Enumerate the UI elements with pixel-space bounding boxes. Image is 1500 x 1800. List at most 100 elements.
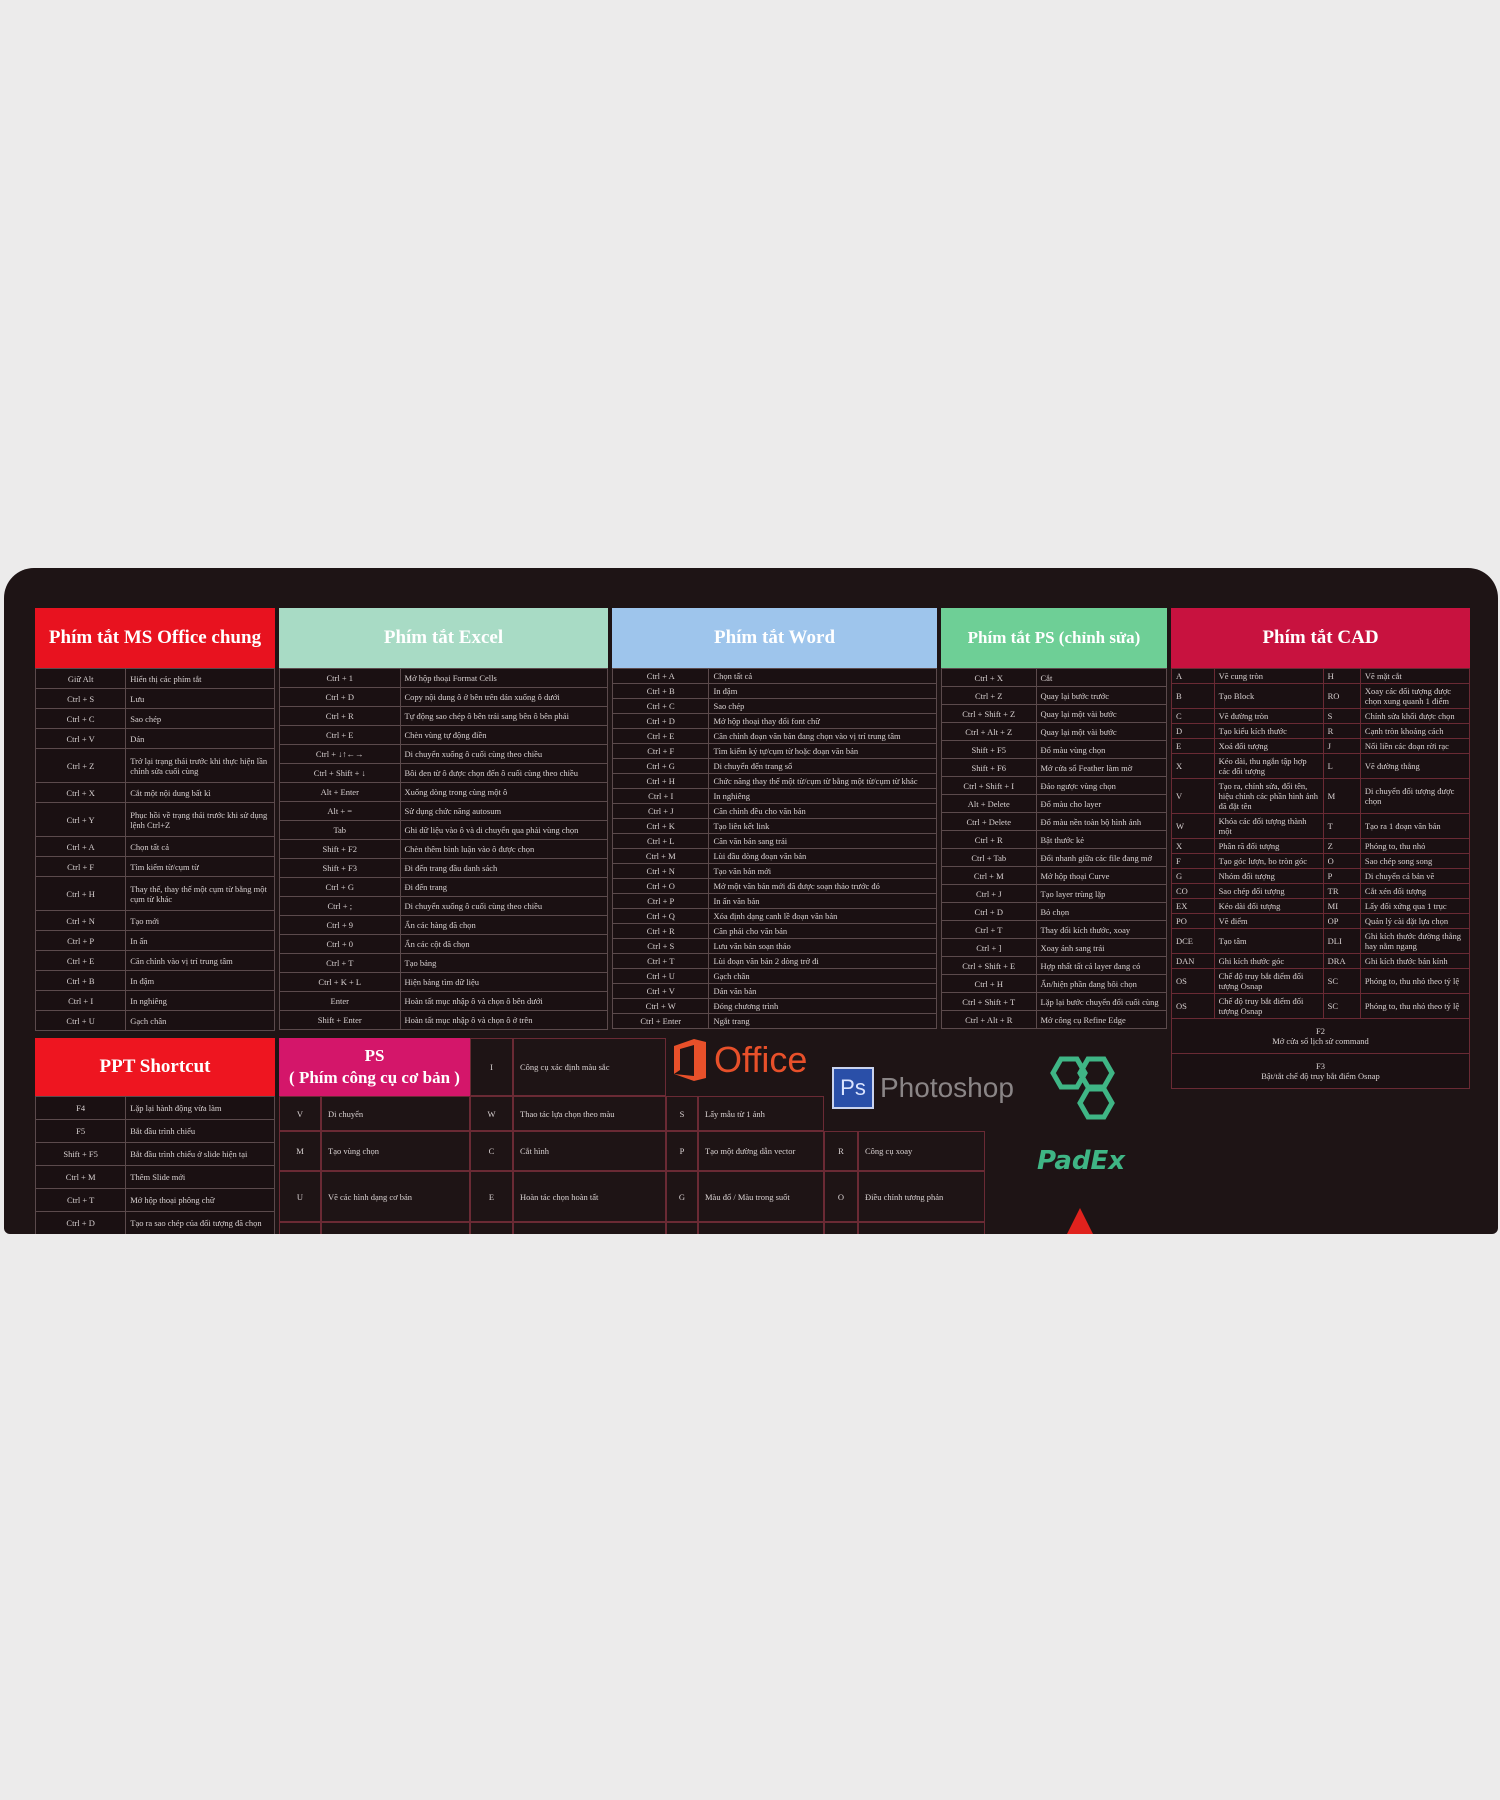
- shortcut-key: Ctrl + T: [941, 920, 1037, 939]
- shortcut-key: Ctrl + L: [611, 833, 710, 849]
- shortcut-description: Đổ màu nền toàn bộ hình ảnh: [1035, 812, 1167, 831]
- shortcut-description: Đảo ngược vùng chọn: [1035, 776, 1167, 795]
- cad-row: G Nhóm đối tượng P Di chuyển cả bản vẽ: [1171, 868, 1471, 884]
- shortcut-key: Ctrl + V: [611, 983, 710, 999]
- shortcut-description: Tạo văn bản mới: [708, 863, 937, 879]
- shortcut-description: Ghi dữ liệu vào ô và di chuyển qua phải …: [399, 820, 609, 840]
- shortcut-description: Lưu: [125, 688, 275, 709]
- cad-description: Di chuyển cả bản vẽ: [1359, 868, 1471, 884]
- shortcut-key: F5: [34, 1119, 127, 1143]
- shortcut-description: Quay lại một vài bước: [1035, 722, 1167, 741]
- ps-tool-key: I: [470, 1038, 513, 1096]
- shortcut-key: Ctrl + ;: [279, 896, 401, 916]
- ps-tool-description: Lấy mẫu từ 1 ảnh: [698, 1096, 824, 1131]
- shortcut-row: Ctrl + Delete Đổ màu nền toàn bộ hình ảnh: [941, 812, 1167, 831]
- shortcut-key: Ctrl + B: [34, 970, 127, 991]
- ppt-header: PPT Shortcut: [35, 1038, 275, 1096]
- shortcut-key: F4: [34, 1096, 127, 1120]
- shortcut-row: Ctrl + G Đi đến trang: [279, 877, 609, 897]
- shortcut-row: Ctrl + Enter Ngắt trang: [611, 1013, 937, 1029]
- shortcut-row: Ctrl + H Ẩn/hiện phần đang bôi chọn: [941, 974, 1167, 993]
- shortcut-description: Dán văn bản: [708, 983, 937, 999]
- cad-row: W Khóa các đối tượng thành một T Tạo ra 1 đ…: [1171, 813, 1471, 839]
- cad-key: SC: [1322, 993, 1361, 1019]
- cad-description: Phóng to, thu nhỏ theo tỷ lệ: [1359, 993, 1471, 1019]
- shortcut-row: Ctrl + 1 Mở hộp thoại Format Cells: [279, 668, 609, 688]
- shortcut-key: Ctrl + R: [941, 830, 1037, 849]
- shortcut-description: Hiện bảng tìm dữ liệu: [399, 972, 609, 992]
- shortcut-row: Ctrl + D Bỏ chọn: [941, 902, 1167, 921]
- shortcut-description: Lưu văn bản soạn thảo: [708, 938, 937, 954]
- cad-description: Vẽ mặt cắt: [1359, 668, 1471, 684]
- shortcut-key: Shift + F2: [279, 839, 401, 859]
- ms-office-table: Giữ Alt Hiển thị các phím tắt Ctrl + S Lưu C…: [34, 668, 275, 1031]
- shortcut-row: Ctrl + Shift + T Lặp lại bước chuyển đổi …: [941, 992, 1167, 1011]
- shortcut-description: In đậm: [125, 970, 275, 991]
- shortcut-description: Ẩn các hàng đã chọn: [399, 915, 609, 935]
- shortcut-key: Ctrl + T: [34, 1188, 127, 1212]
- shortcut-row: Ctrl + P In ấn: [34, 930, 275, 951]
- empty-cell: [698, 1222, 824, 1234]
- cad-description: Tạo tâm: [1213, 928, 1324, 954]
- cad-key: D: [1171, 723, 1215, 739]
- shortcut-key: Ctrl + V: [34, 728, 127, 749]
- shortcut-key: Ctrl + R: [279, 706, 401, 726]
- shortcut-description: Căn chỉnh đều cho văn bản: [708, 803, 937, 819]
- ps-tool-key: E: [470, 1171, 513, 1222]
- cad-footer-key: F3: [1316, 1061, 1325, 1071]
- cad-key: V: [1171, 778, 1215, 814]
- cad-key: X: [1171, 753, 1215, 779]
- cad-section: Phím tắt CAD A Vẽ cung tròn H Vẽ mặt cắt B Tạ…: [1171, 608, 1471, 1089]
- cad-row: CO Sao chép đối tượng TR Cắt xén đối tượng: [1171, 883, 1471, 899]
- shortcut-key: Ctrl + P: [611, 893, 710, 909]
- shortcut-description: Hoàn tất mục nhập ô và chọn ô bên dưới: [399, 991, 609, 1011]
- shortcut-row: Ctrl + 0 Ẩn các cột đã chọn: [279, 934, 609, 954]
- shortcut-description: Căn văn bản sang trái: [708, 833, 937, 849]
- cad-row: OS Chế độ truy bắt điểm đối tượng Osnap SC…: [1171, 968, 1471, 994]
- cad-table: A Vẽ cung tròn H Vẽ mặt cắt B Tạo Block RO Xoay…: [1171, 668, 1471, 1089]
- shortcut-key: Giữ Alt: [34, 668, 127, 689]
- shortcut-row: Ctrl + B In đậm: [611, 683, 937, 699]
- shortcut-row: Ctrl + E Căn chỉnh vào vị trí trung tâm: [34, 950, 275, 971]
- empty-cell: [824, 1222, 858, 1234]
- cad-key: S: [1322, 708, 1361, 724]
- shortcut-key: Ctrl + Tab: [941, 848, 1037, 867]
- shortcut-key: Ctrl + F: [611, 743, 710, 759]
- shortcut-description: Căn phải cho văn bản: [708, 923, 937, 939]
- cad-footer-description: Mở cửa sổ lịch sử command: [1272, 1036, 1369, 1046]
- cad-description: Tạo ra 1 đoạn văn bản: [1359, 813, 1471, 839]
- ppt-section: PPT Shortcut F4 Lặp lại hành động vừa làm…: [34, 1038, 275, 1234]
- excel-header: Phím tắt Excel: [279, 608, 608, 668]
- shortcut-key: Ctrl + Shift + ↓: [279, 763, 401, 783]
- ps-tool-description: Thao tác lựa chọn theo màu: [513, 1096, 666, 1131]
- shortcut-description: Mở một văn bản mới đã được soạn thảo trư…: [708, 878, 937, 894]
- shortcut-description: Ngắt trang: [708, 1013, 937, 1029]
- shortcut-key: Ctrl + D: [611, 713, 710, 729]
- shortcut-key: Ctrl + E: [611, 728, 710, 744]
- shortcut-row: Ctrl + K + L Hiện bảng tìm dữ liệu: [279, 972, 609, 992]
- padex-logo: [1034, 1053, 1128, 1142]
- shortcut-key: Ctrl + X: [941, 668, 1037, 687]
- shortcut-row: Tab Ghi dữ liệu vào ô và di chuyển qua ph…: [279, 820, 609, 840]
- shortcut-row: Ctrl + R Căn phải cho văn bản: [611, 923, 937, 939]
- cad-description: Lấy đối xứng qua 1 trục: [1359, 898, 1471, 914]
- shortcut-description: Căn chỉnh vào vị trí trung tâm: [125, 950, 275, 971]
- shortcut-description: Mở hộp thoại phông chữ: [125, 1188, 275, 1212]
- shortcut-key: Alt + Enter: [279, 782, 401, 802]
- ps-basic-title: PS: [364, 1046, 385, 1065]
- cad-header: Phím tắt CAD: [1171, 608, 1470, 668]
- cad-key: O: [1322, 853, 1361, 869]
- shortcut-key: Ctrl + D: [279, 687, 401, 707]
- word-table: Ctrl + A Chọn tất cả Ctrl + B In đậm Ctrl + …: [611, 668, 937, 1029]
- shortcut-row: Ctrl + N Tạo mới: [34, 910, 275, 931]
- shortcut-row: Ctrl + O Mở một văn bản mới đã được soạn …: [611, 878, 937, 894]
- shortcut-row: Ctrl + S Lưu: [34, 688, 275, 709]
- office-logo-text: Office: [714, 1039, 808, 1080]
- shortcut-key: Ctrl + R: [611, 923, 710, 939]
- ps-tool-key: G: [666, 1171, 698, 1222]
- empty-cell: [513, 1222, 666, 1234]
- ps-tool-key: S: [666, 1096, 698, 1131]
- cad-row: V Tạo ra, chỉnh sửa, đổi tên, hiệu chỉnh …: [1171, 778, 1471, 814]
- ps-tool-description: Di chuyển: [321, 1096, 470, 1131]
- shortcut-description: Căn chỉnh đoạn văn bản đang chọn vào vị …: [708, 728, 937, 744]
